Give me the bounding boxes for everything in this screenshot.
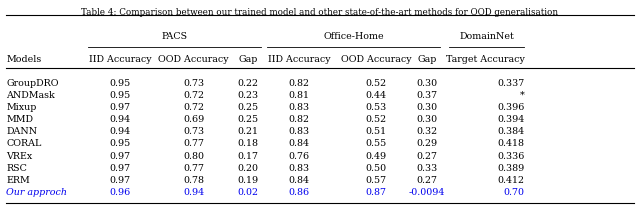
Text: 0.27: 0.27 bbox=[417, 152, 438, 161]
Text: 0.21: 0.21 bbox=[237, 127, 259, 136]
Text: Table 4: Comparison between our trained model and other state-of-the-art methods: Table 4: Comparison between our trained … bbox=[81, 8, 559, 17]
Text: 0.83: 0.83 bbox=[289, 127, 310, 136]
Text: 0.384: 0.384 bbox=[498, 127, 525, 136]
Text: 0.82: 0.82 bbox=[289, 115, 310, 124]
Text: -0.0094: -0.0094 bbox=[409, 188, 445, 197]
Text: Our approch: Our approch bbox=[6, 188, 67, 197]
Text: RSC: RSC bbox=[6, 164, 28, 173]
Text: 0.30: 0.30 bbox=[417, 79, 438, 88]
Text: 0.18: 0.18 bbox=[237, 139, 259, 148]
Text: 0.30: 0.30 bbox=[417, 103, 438, 112]
Text: 0.51: 0.51 bbox=[365, 127, 387, 136]
Text: DomainNet: DomainNet bbox=[459, 32, 514, 41]
Text: 0.73: 0.73 bbox=[183, 127, 204, 136]
Text: 0.412: 0.412 bbox=[498, 176, 525, 185]
Text: 0.77: 0.77 bbox=[183, 139, 204, 148]
Text: 0.73: 0.73 bbox=[183, 79, 204, 88]
Text: 0.95: 0.95 bbox=[109, 91, 131, 100]
Text: Mixup: Mixup bbox=[6, 103, 36, 112]
Text: 0.84: 0.84 bbox=[289, 139, 310, 148]
Text: 0.94: 0.94 bbox=[109, 127, 131, 136]
Text: 0.52: 0.52 bbox=[365, 79, 387, 88]
Text: 0.94: 0.94 bbox=[109, 115, 131, 124]
Text: 0.25: 0.25 bbox=[237, 115, 259, 124]
Text: 0.33: 0.33 bbox=[417, 164, 438, 173]
Text: 0.76: 0.76 bbox=[289, 152, 310, 161]
Text: 0.30: 0.30 bbox=[417, 115, 438, 124]
Text: 0.44: 0.44 bbox=[365, 91, 387, 100]
Text: 0.97: 0.97 bbox=[109, 176, 131, 185]
Text: 0.84: 0.84 bbox=[289, 176, 310, 185]
Text: 0.389: 0.389 bbox=[497, 164, 525, 173]
Text: 0.23: 0.23 bbox=[237, 91, 259, 100]
Text: 0.70: 0.70 bbox=[504, 188, 525, 197]
Text: OOD Accuracy: OOD Accuracy bbox=[158, 55, 229, 64]
Text: 0.49: 0.49 bbox=[365, 152, 387, 161]
Text: 0.83: 0.83 bbox=[289, 164, 310, 173]
Text: ANDMask: ANDMask bbox=[6, 91, 55, 100]
Text: 0.97: 0.97 bbox=[109, 103, 131, 112]
Text: ERM: ERM bbox=[6, 176, 30, 185]
Text: 0.20: 0.20 bbox=[237, 164, 259, 173]
Text: 0.17: 0.17 bbox=[237, 152, 259, 161]
Text: Gap: Gap bbox=[238, 55, 258, 64]
Text: 0.25: 0.25 bbox=[237, 103, 259, 112]
Text: Target Accuracy: Target Accuracy bbox=[446, 55, 525, 64]
Text: 0.81: 0.81 bbox=[289, 91, 310, 100]
Text: PACS: PACS bbox=[161, 32, 188, 41]
Text: 0.37: 0.37 bbox=[417, 91, 438, 100]
Text: 0.57: 0.57 bbox=[365, 176, 387, 185]
Text: 0.394: 0.394 bbox=[497, 115, 525, 124]
Text: 0.22: 0.22 bbox=[237, 79, 259, 88]
Text: 0.86: 0.86 bbox=[289, 188, 310, 197]
Text: 0.27: 0.27 bbox=[417, 176, 438, 185]
Text: 0.82: 0.82 bbox=[289, 79, 310, 88]
Text: 0.69: 0.69 bbox=[183, 115, 204, 124]
Text: 0.418: 0.418 bbox=[498, 139, 525, 148]
Text: 0.29: 0.29 bbox=[417, 139, 438, 148]
Text: 0.52: 0.52 bbox=[365, 115, 387, 124]
Text: 0.32: 0.32 bbox=[417, 127, 438, 136]
Text: 0.94: 0.94 bbox=[183, 188, 204, 197]
Text: *: * bbox=[520, 91, 525, 100]
Text: 0.95: 0.95 bbox=[109, 139, 131, 148]
Text: 0.396: 0.396 bbox=[497, 103, 525, 112]
Text: OOD Accuracy: OOD Accuracy bbox=[340, 55, 412, 64]
Text: VREx: VREx bbox=[6, 152, 33, 161]
Text: IID Accuracy: IID Accuracy bbox=[89, 55, 151, 64]
Text: 0.19: 0.19 bbox=[237, 176, 259, 185]
Text: 0.83: 0.83 bbox=[289, 103, 310, 112]
Text: 0.87: 0.87 bbox=[365, 188, 387, 197]
Text: 0.55: 0.55 bbox=[365, 139, 387, 148]
Text: 0.336: 0.336 bbox=[497, 152, 525, 161]
Text: MMD: MMD bbox=[6, 115, 33, 124]
Text: 0.95: 0.95 bbox=[109, 79, 131, 88]
Text: 0.72: 0.72 bbox=[183, 91, 204, 100]
Text: Gap: Gap bbox=[417, 55, 437, 64]
Text: 0.77: 0.77 bbox=[183, 164, 204, 173]
Text: 0.50: 0.50 bbox=[365, 164, 387, 173]
Text: Office-Home: Office-Home bbox=[323, 32, 384, 41]
Text: 0.97: 0.97 bbox=[109, 152, 131, 161]
Text: 0.02: 0.02 bbox=[237, 188, 259, 197]
Text: CORAL: CORAL bbox=[6, 139, 42, 148]
Text: GroupDRO: GroupDRO bbox=[6, 79, 59, 88]
Text: 0.96: 0.96 bbox=[109, 188, 131, 197]
Text: IID Accuracy: IID Accuracy bbox=[268, 55, 330, 64]
Text: DANN: DANN bbox=[6, 127, 38, 136]
Text: 0.80: 0.80 bbox=[183, 152, 204, 161]
Text: 0.53: 0.53 bbox=[365, 103, 387, 112]
Text: 0.72: 0.72 bbox=[183, 103, 204, 112]
Text: 0.78: 0.78 bbox=[183, 176, 204, 185]
Text: 0.97: 0.97 bbox=[109, 164, 131, 173]
Text: Models: Models bbox=[6, 55, 42, 64]
Text: 0.337: 0.337 bbox=[497, 79, 525, 88]
